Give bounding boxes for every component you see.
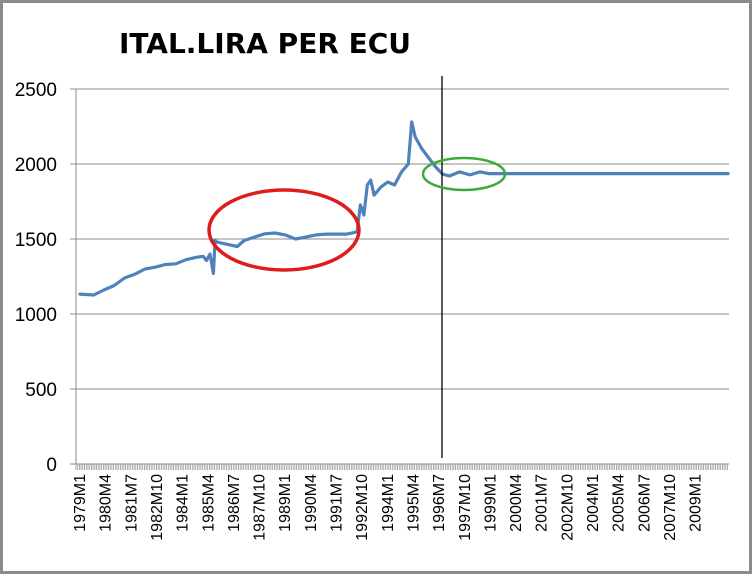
chart-title: ITAL.LIRA PER ECU xyxy=(119,27,411,60)
x-tick-label: 2007M10 xyxy=(662,474,679,541)
x-tick-label: 2001M7 xyxy=(534,474,551,532)
x-tick-label: 1997M10 xyxy=(457,474,474,541)
x-tick-label: 1986M7 xyxy=(226,474,243,532)
gridlines xyxy=(70,88,729,465)
x-tick-label: 2004M1 xyxy=(585,474,602,532)
x-axis-tick-labels: 1979M1 1980M4 1981M7 1982M10 1984M1 1985M4 198… xyxy=(72,474,705,541)
x-tick-label: 1980M4 xyxy=(98,474,115,532)
y-axis-ticks: 0 500 1000 1500 2000 2500 xyxy=(15,80,57,476)
x-tick-label: 2005M4 xyxy=(611,474,628,532)
x-tick-label: 1999M1 xyxy=(482,474,499,532)
green-highlight-ellipse xyxy=(421,156,507,192)
y-tick-label: 2000 xyxy=(15,155,57,176)
red-highlight-ellipse xyxy=(207,188,361,272)
x-tick-label: 1979M1 xyxy=(72,474,89,532)
x-tick-label: 1984M1 xyxy=(175,474,192,532)
x-tick-label: 2002M10 xyxy=(559,474,576,541)
x-tick-label: 1996M7 xyxy=(431,474,448,532)
x-tick-label: 2000M4 xyxy=(508,474,525,532)
y-tick-label: 1500 xyxy=(15,230,57,251)
x-tick-label: 1989M1 xyxy=(277,474,294,532)
x-tick-label: 2009M1 xyxy=(688,474,705,532)
y-tick-label: 1000 xyxy=(15,305,57,326)
x-tick-label: 1995M4 xyxy=(405,474,422,532)
x-tick-label: 1992M10 xyxy=(354,474,371,541)
x-tick-label: 1985M4 xyxy=(200,474,217,532)
x-tick-label: 1982M10 xyxy=(149,474,166,541)
x-tick-label: 1990M4 xyxy=(303,474,320,532)
y-tick-label: 500 xyxy=(25,380,57,401)
x-tick-label: 1991M7 xyxy=(329,474,346,532)
x-axis xyxy=(75,89,728,470)
x-tick-label: 1981M7 xyxy=(123,474,140,532)
x-tick-label: 2006M7 xyxy=(636,474,653,532)
y-tick-label: 0 xyxy=(46,455,57,476)
x-tick-label: 1987M10 xyxy=(252,474,269,541)
x-tick-label: 1994M1 xyxy=(380,474,397,532)
data-series-line xyxy=(78,120,730,297)
y-tick-label: 2500 xyxy=(15,80,57,101)
